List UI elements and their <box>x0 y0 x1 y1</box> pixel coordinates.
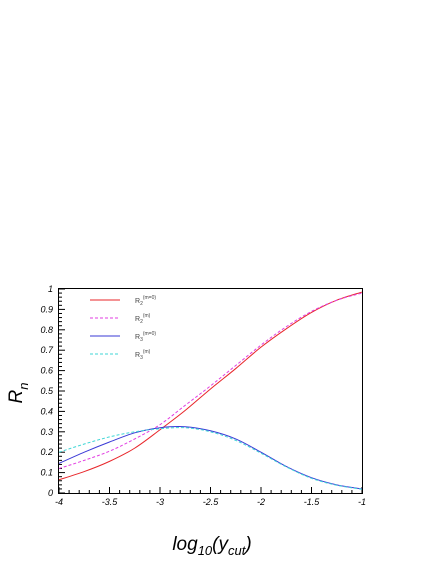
x-axis-title-base-sub: 10 <box>198 543 213 558</box>
x-axis-title-base: log <box>172 534 198 555</box>
legend-label-2: R3(m=0) <box>135 331 156 343</box>
x-tick-label: -4 <box>55 497 63 507</box>
legend-label-sub: 3 <box>140 337 143 343</box>
x-tick-label: -1.5 <box>304 497 321 507</box>
y-tick-label: 1 <box>48 284 53 294</box>
series-line-1 <box>58 292 363 469</box>
legend-label-3: R3(m) <box>135 349 151 361</box>
x-tick-label: -2 <box>257 497 265 507</box>
y-axis-title: Rn <box>6 383 31 404</box>
legend-label-base: R <box>135 298 140 305</box>
series-line-3 <box>58 427 363 490</box>
axis-ticks: -4 -3.5 -3 -2.5 -2 -1.5 -1 0 0.1 0.2 0.3 0.4 0.5 0.6 0… <box>40 284 366 507</box>
y-tick-label: 0.7 <box>40 345 54 355</box>
y-tick-label: 0.4 <box>40 406 53 416</box>
series-layer <box>58 291 363 490</box>
legend-label-sup: (m=0) <box>143 295 157 301</box>
legend-label-sub: 2 <box>140 301 143 307</box>
series-line-2 <box>58 426 363 490</box>
legend-label-base: R <box>135 352 140 359</box>
y-tick-label: 0.3 <box>40 427 53 437</box>
y-tick-label: 0.2 <box>40 447 53 457</box>
x-tick-label: -1 <box>358 497 366 507</box>
y-tick-label: 0.5 <box>40 386 54 396</box>
x-tick-label: -3.5 <box>102 497 119 507</box>
legend-label-base: R <box>135 316 140 323</box>
y-tick-label: 0.1 <box>40 468 53 478</box>
y-axis-title-base: R <box>6 389 27 403</box>
y-tick-label: 0.6 <box>40 366 53 376</box>
x-axis-title: log10(ycut) <box>172 534 251 558</box>
x-axis-title-open: (y <box>212 534 229 555</box>
legend-label-sup: (m) <box>143 313 151 319</box>
y-tick-label: 0.8 <box>40 325 53 335</box>
plot-frame <box>58 288 363 494</box>
x-tick-label: -2.5 <box>203 497 220 507</box>
legend-label-sup: (m=0) <box>143 331 157 337</box>
y-axis-title-sub: n <box>16 383 31 390</box>
x-axis-title-var-sub: cut <box>228 543 247 558</box>
legend-label-sup: (m) <box>143 349 151 355</box>
series-line-0 <box>58 291 363 481</box>
legend-label-sub: 2 <box>140 319 143 325</box>
x-axis-title-close: ) <box>243 534 251 555</box>
y-tick-label: 0.9 <box>40 304 53 314</box>
legend-label-1: R2(m) <box>135 313 151 325</box>
legend-label-base: R <box>135 334 140 341</box>
legend-label-sub: 3 <box>140 355 143 361</box>
legend-label-0: R2(m=0) <box>135 295 156 307</box>
x-tick-label: -3 <box>156 497 164 507</box>
legend: R2(m=0)R2(m)R3(m=0)R3(m) <box>90 295 156 361</box>
y-tick-label: 0 <box>48 488 53 498</box>
